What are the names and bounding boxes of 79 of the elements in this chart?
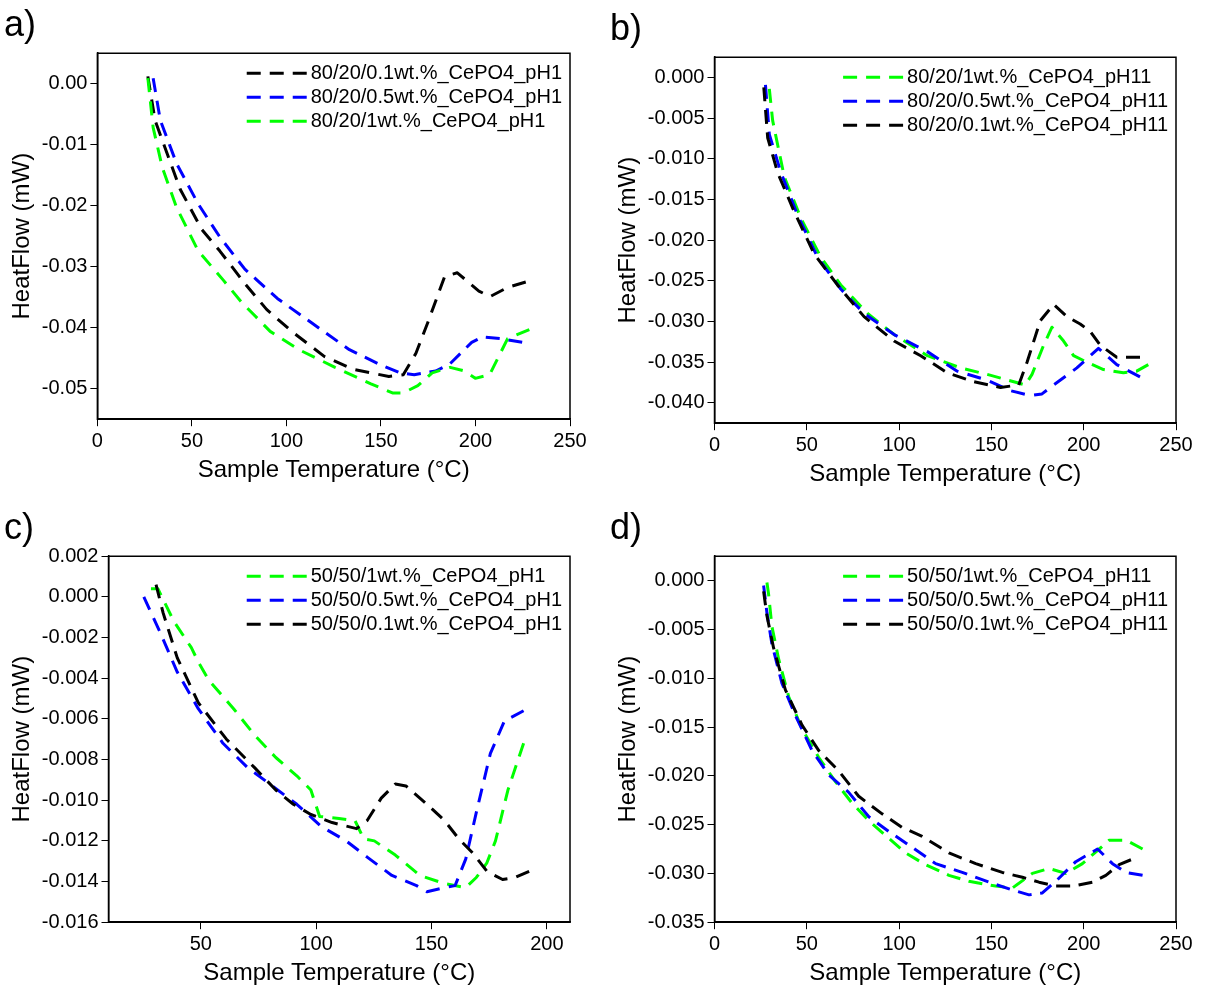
y-tick-label: 0.002 <box>48 543 99 566</box>
x-axis-title: Sample Temperature (°C) <box>809 459 1082 487</box>
legend-label: 50/50/0.1wt.%_CePO4_pH11 <box>907 611 1169 635</box>
y-axis-title: HeatFlow (mW) <box>613 156 641 324</box>
x-tick-label: 200 <box>458 428 493 451</box>
y-tick-label: -0.03 <box>41 254 88 277</box>
legend-label: 80/20/1wt.%_CePO4_pH11 <box>907 64 1152 88</box>
y-tick-label: 0.000 <box>654 65 705 88</box>
y-axis-title: HeatFlow (mW) <box>7 152 35 320</box>
y-tick-label: -0.025 <box>647 812 705 835</box>
x-tick-label: 0 <box>708 931 721 954</box>
y-tick-label: -0.014 <box>41 869 99 892</box>
legend-label: 80/20/0.5wt.%_CePO4_pH1 <box>310 84 563 108</box>
y-tick-label: -0.010 <box>647 146 705 169</box>
x-axis-title: Sample Temperature (°C) <box>197 455 470 483</box>
y-tick-label: -0.040 <box>647 390 705 413</box>
x-tick-label: 150 <box>974 931 1009 954</box>
x-axis-title: Sample Temperature (°C) <box>203 958 476 986</box>
y-tick-label: -0.025 <box>647 268 705 291</box>
y-tick-label: -0.035 <box>647 349 705 372</box>
y-tick-label: -0.006 <box>41 706 99 729</box>
x-axis-title: Sample Temperature (°C) <box>809 958 1082 986</box>
y-tick-label: -0.05 <box>41 376 88 399</box>
x-tick-label: 200 <box>1067 432 1101 455</box>
y-tick-label: -0.005 <box>647 105 705 128</box>
x-tick-label: 100 <box>269 428 304 451</box>
x-tick-label: 100 <box>299 931 333 954</box>
y-axis-title: HeatFlow (mW) <box>613 655 641 823</box>
chart-title: d) <box>610 505 643 547</box>
y-tick-label: 0.000 <box>48 584 99 607</box>
x-tick-label: 250 <box>1159 931 1193 954</box>
y-tick-label: -0.008 <box>41 747 99 770</box>
x-tick-label: 100 <box>882 432 916 455</box>
x-tick-label: 150 <box>414 931 449 954</box>
y-tick-label: -0.01 <box>41 132 88 155</box>
y-tick-label: -0.010 <box>647 665 705 688</box>
legend-label: 80/20/0.1wt.%_CePO4_pH11 <box>907 112 1169 136</box>
y-tick-label: -0.004 <box>41 665 99 688</box>
x-tick-label: 0 <box>708 432 721 455</box>
x-tick-label: 250 <box>553 428 587 451</box>
legend-label: 80/20/0.1wt.%_CePO4_pH1 <box>310 60 563 84</box>
legend-label: 50/50/0.5wt.%_CePO4_pH11 <box>907 587 1169 611</box>
y-tick-label: -0.005 <box>647 616 705 639</box>
y-tick-label: -0.030 <box>647 309 705 332</box>
x-tick-label: 150 <box>364 428 398 451</box>
y-axis-title: HeatFlow (mW) <box>7 655 35 823</box>
y-tick-label: -0.030 <box>647 860 705 883</box>
y-tick-label: -0.020 <box>647 763 705 786</box>
x-tick-label: 50 <box>189 931 212 954</box>
chart-title: b) <box>610 6 643 48</box>
x-tick-label: 150 <box>974 432 1009 455</box>
y-tick-label: -0.02 <box>41 193 88 216</box>
x-tick-label: 50 <box>795 931 818 954</box>
chart-title: a) <box>4 2 37 44</box>
y-tick-label: -0.04 <box>41 315 88 338</box>
y-tick-label: -0.015 <box>647 187 705 210</box>
y-tick-label: -0.035 <box>647 909 705 932</box>
y-tick-label: -0.016 <box>41 909 99 932</box>
legend-label: 50/50/0.1wt.%_CePO4_pH1 <box>310 611 563 635</box>
y-tick-label: -0.002 <box>41 625 99 648</box>
y-tick-label: -0.010 <box>41 787 99 810</box>
x-tick-label: 50 <box>180 428 204 451</box>
chart-title: c) <box>4 505 34 547</box>
x-tick-label: 200 <box>530 931 564 954</box>
x-tick-label: 250 <box>1159 432 1193 455</box>
y-tick-label: -0.020 <box>647 227 705 250</box>
y-tick-label: -0.012 <box>41 828 99 851</box>
legend-label: 50/50/1wt.%_CePO4_pH11 <box>907 563 1152 587</box>
legend-label: 80/20/0.5wt.%_CePO4_pH11 <box>907 88 1169 112</box>
x-tick-label: 0 <box>91 428 103 451</box>
x-tick-label: 200 <box>1067 931 1101 954</box>
y-tick-label: 0.000 <box>654 568 705 591</box>
legend-label: 50/50/0.5wt.%_CePO4_pH1 <box>310 587 563 611</box>
x-tick-label: 100 <box>882 931 916 954</box>
y-tick-label: -0.015 <box>647 714 705 737</box>
x-tick-label: 50 <box>795 432 818 455</box>
legend-label: 50/50/1wt.%_CePO4_pH1 <box>310 563 546 587</box>
legend-label: 80/20/1wt.%_CePO4_pH1 <box>310 108 546 132</box>
y-tick-label: 0.00 <box>48 71 88 94</box>
